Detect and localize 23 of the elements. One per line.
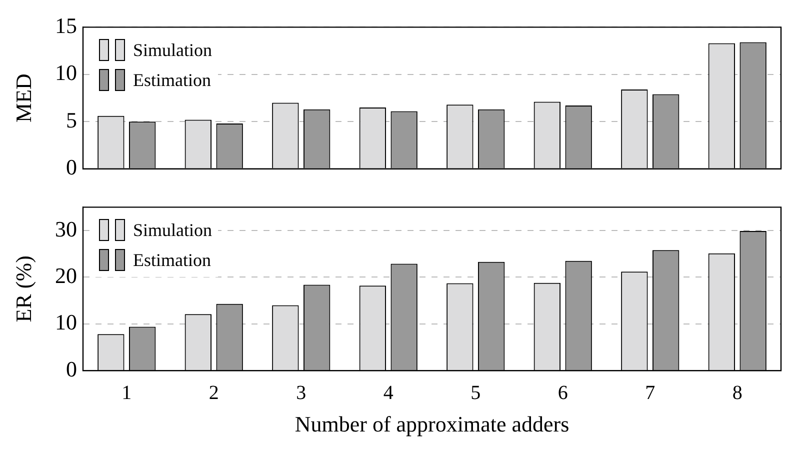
legend-label: Simulation (133, 40, 212, 61)
y-axis-title: MED (10, 74, 36, 122)
y-tick-label: 20 (55, 263, 77, 288)
y-tick-label: 0 (66, 154, 77, 180)
legend-label: Simulation (133, 220, 212, 241)
y-tick-label: 5 (66, 107, 77, 132)
y-tick-label: 10 (55, 310, 77, 335)
x-tick-label: 6 (558, 382, 568, 404)
x-tick-label: 2 (208, 382, 219, 404)
y-tick-label: 10 (55, 60, 77, 86)
x-tick-label: 1 (122, 382, 132, 404)
x-tick-label: 5 (470, 382, 481, 404)
legend-label: Estimation (133, 250, 211, 271)
x-tick-label: 7 (645, 382, 656, 404)
legend-label: Estimation (133, 70, 211, 91)
y-axis-title: ER (%) (10, 256, 36, 322)
y-tick-label: 30 (55, 216, 77, 242)
y-tick-label: 0 (66, 356, 77, 382)
x-axis-title: Number of approximate adders (294, 412, 570, 437)
y-tick-label: 15 (55, 12, 77, 38)
x-tick-label: 8 (732, 382, 742, 404)
x-tick-label: 4 (383, 382, 394, 404)
x-tick-label: 3 (296, 382, 306, 404)
